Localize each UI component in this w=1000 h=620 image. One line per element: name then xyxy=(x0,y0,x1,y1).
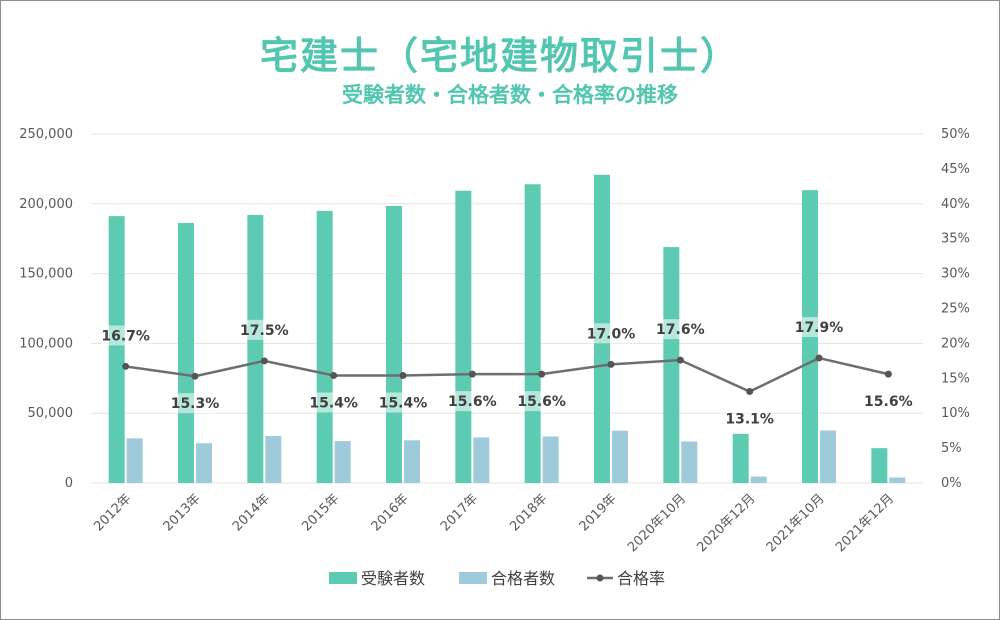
y-right-tick-label: 15% xyxy=(941,371,970,386)
pass-rate-data-label: 15.6% xyxy=(448,394,497,410)
pass-rate-data-label: 15.4% xyxy=(379,396,428,412)
pass-rate-point xyxy=(538,370,546,378)
pass-rate-point xyxy=(260,357,268,365)
bar-passers xyxy=(681,441,698,483)
x-tick-label: 2015年 xyxy=(299,491,342,534)
bar-passers xyxy=(265,435,282,483)
y-right-tick-label: 0% xyxy=(941,476,962,491)
data-label-bg xyxy=(725,408,774,429)
bar-passers xyxy=(889,477,906,483)
pass-rate-point xyxy=(330,372,338,380)
x-tick-label: 2020年10月 xyxy=(625,491,689,555)
y-right-tick-label: 10% xyxy=(941,406,970,421)
bar-examinees xyxy=(455,190,472,483)
x-tick-label: 2017年 xyxy=(438,491,481,534)
y-left-tick-label: 250,000 xyxy=(19,127,73,142)
bar-passers xyxy=(404,440,420,483)
pass-rate-point xyxy=(191,372,199,380)
pass-rate-point xyxy=(884,370,892,378)
x-tick-label: 2018年 xyxy=(507,491,550,534)
bar-examinees xyxy=(871,448,888,483)
data-label-bg xyxy=(517,391,566,412)
bar-passers xyxy=(612,430,628,483)
y-left-tick-label: 150,000 xyxy=(19,267,73,282)
pass-rate-data-label: 16.7% xyxy=(101,328,150,344)
y-right-tick-label: 50% xyxy=(941,127,970,142)
data-label-bg xyxy=(379,392,427,413)
bar-passers xyxy=(334,441,351,483)
pass-rate-point xyxy=(676,356,684,364)
pass-rate-data-label: 17.5% xyxy=(240,323,289,339)
y-left-tick-label: 200,000 xyxy=(19,197,73,212)
pass-rate-data-label: 13.1% xyxy=(725,412,774,428)
pass-rate-line xyxy=(125,356,889,393)
legend-line-marker xyxy=(596,574,604,582)
x-tick-label: 2014年 xyxy=(230,491,273,534)
pass-rate-data-label: 15.6% xyxy=(517,394,566,410)
bar-examinees xyxy=(178,222,194,483)
x-tick-label: 2021年10月 xyxy=(764,491,828,555)
bar-examinees xyxy=(732,433,749,483)
pass-rate-data-label: 17.9% xyxy=(795,320,844,336)
data-label-bg xyxy=(656,319,705,340)
y-right-tick-label: 20% xyxy=(941,336,970,351)
chart-title: 宅建士（宅地建物取引士） xyxy=(259,34,740,78)
bar-passers xyxy=(750,476,767,483)
y-right-tick-label: 5% xyxy=(941,441,962,456)
legend-label: 受験者数 xyxy=(361,569,425,588)
y-right-tick-label: 30% xyxy=(941,267,970,282)
y-left-tick-label: 100,000 xyxy=(19,336,73,351)
legend-swatch xyxy=(459,572,487,584)
pass-rate-data-label: 17.6% xyxy=(656,322,705,338)
data-label-bg xyxy=(171,393,219,414)
bar-examinees xyxy=(386,205,402,483)
bar-passers xyxy=(820,430,836,483)
pass-rate-point xyxy=(607,360,615,368)
bar-examinees xyxy=(663,247,680,483)
data-label-bg xyxy=(795,317,843,338)
bar-passers xyxy=(542,436,559,483)
pass-rate-point xyxy=(746,388,754,396)
data-label-bg xyxy=(309,392,358,413)
data-label-bg xyxy=(587,323,635,344)
pass-rate-point xyxy=(122,362,130,370)
x-tick-label: 2021年12月 xyxy=(833,491,897,555)
bar-passers xyxy=(473,437,490,483)
x-tick-label: 2020年12月 xyxy=(694,491,758,555)
data-label-bg xyxy=(864,391,913,412)
data-label-bg xyxy=(448,391,497,412)
legend-swatch xyxy=(329,572,357,584)
bar-examinees xyxy=(108,216,125,483)
bar-examinees xyxy=(316,210,333,483)
y-right-tick-label: 35% xyxy=(941,232,970,247)
legend-label: 合格者数 xyxy=(491,569,555,588)
legend-label: 合格率 xyxy=(617,569,665,588)
bar-examinees xyxy=(247,214,264,483)
x-tick-label: 2013年 xyxy=(161,491,204,534)
y-left-tick-label: 50,000 xyxy=(28,406,74,421)
pass-rate-data-label: 15.4% xyxy=(309,396,358,412)
pass-rate-data-label: 15.3% xyxy=(171,396,220,412)
pass-rate-point xyxy=(815,354,823,362)
bar-passers xyxy=(196,443,212,483)
y-left-tick-label: 0 xyxy=(65,476,73,491)
pass-rate-point xyxy=(468,370,476,378)
pass-rate-point xyxy=(399,372,407,380)
x-tick-label: 2019年 xyxy=(577,491,620,534)
y-right-tick-label: 45% xyxy=(941,162,970,177)
pass-rate-data-label: 17.0% xyxy=(587,326,636,342)
x-tick-label: 2012年 xyxy=(91,491,134,534)
bar-passers xyxy=(126,438,143,483)
chart-subtitle: 受験者数・合格者数・合格率の推移 xyxy=(342,83,678,107)
data-label-bg xyxy=(240,319,289,340)
pass-rate-data-label: 15.6% xyxy=(864,394,913,410)
y-right-tick-label: 40% xyxy=(941,197,970,212)
data-label-bg xyxy=(101,325,150,346)
bar-examinees xyxy=(524,184,541,483)
y-right-tick-label: 25% xyxy=(941,302,970,317)
x-tick-label: 2016年 xyxy=(369,491,412,534)
